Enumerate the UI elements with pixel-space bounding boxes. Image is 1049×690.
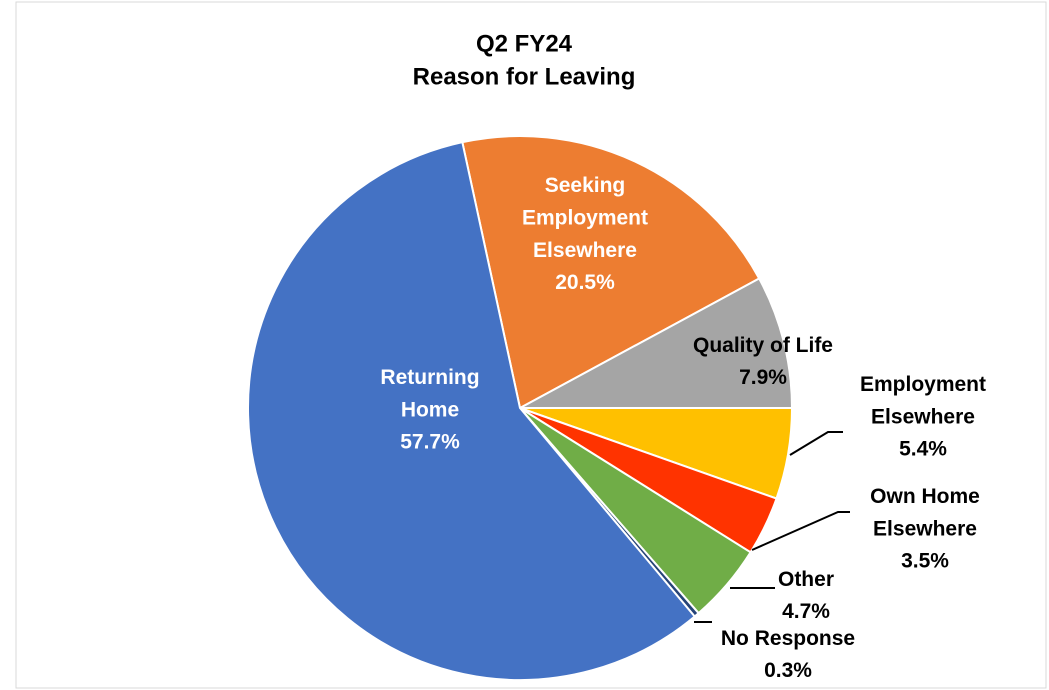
chart-title: Q2 FY24 — [476, 30, 573, 57]
value-label: 5.4% — [899, 438, 947, 461]
leader-line — [751, 511, 850, 551]
slice-label: Employment Elsewhere — [860, 373, 986, 429]
slice-label: Quality of Life — [693, 334, 833, 357]
value-label: 4.7% — [782, 600, 830, 623]
pie-slice — [519, 277, 794, 409]
pie-slice — [247, 140, 697, 681]
value-label: 20.5% — [555, 271, 615, 294]
slice-label: No Response — [721, 627, 855, 650]
chart-title: Reason for Leaving — [413, 63, 636, 90]
value-label: 3.5% — [901, 550, 949, 573]
value-label: 57.7% — [400, 431, 460, 454]
slice-label: Seeking Employment Elsewhere — [522, 174, 648, 262]
leader-line — [789, 431, 843, 456]
value-label: 7.9% — [739, 366, 787, 389]
pie-slice — [461, 135, 761, 410]
slice-label: Own Home Elsewhere — [870, 485, 980, 541]
slice-label: Returning Home — [380, 366, 479, 422]
slice-label: Other — [778, 568, 834, 591]
value-label: 0.3% — [764, 659, 812, 682]
